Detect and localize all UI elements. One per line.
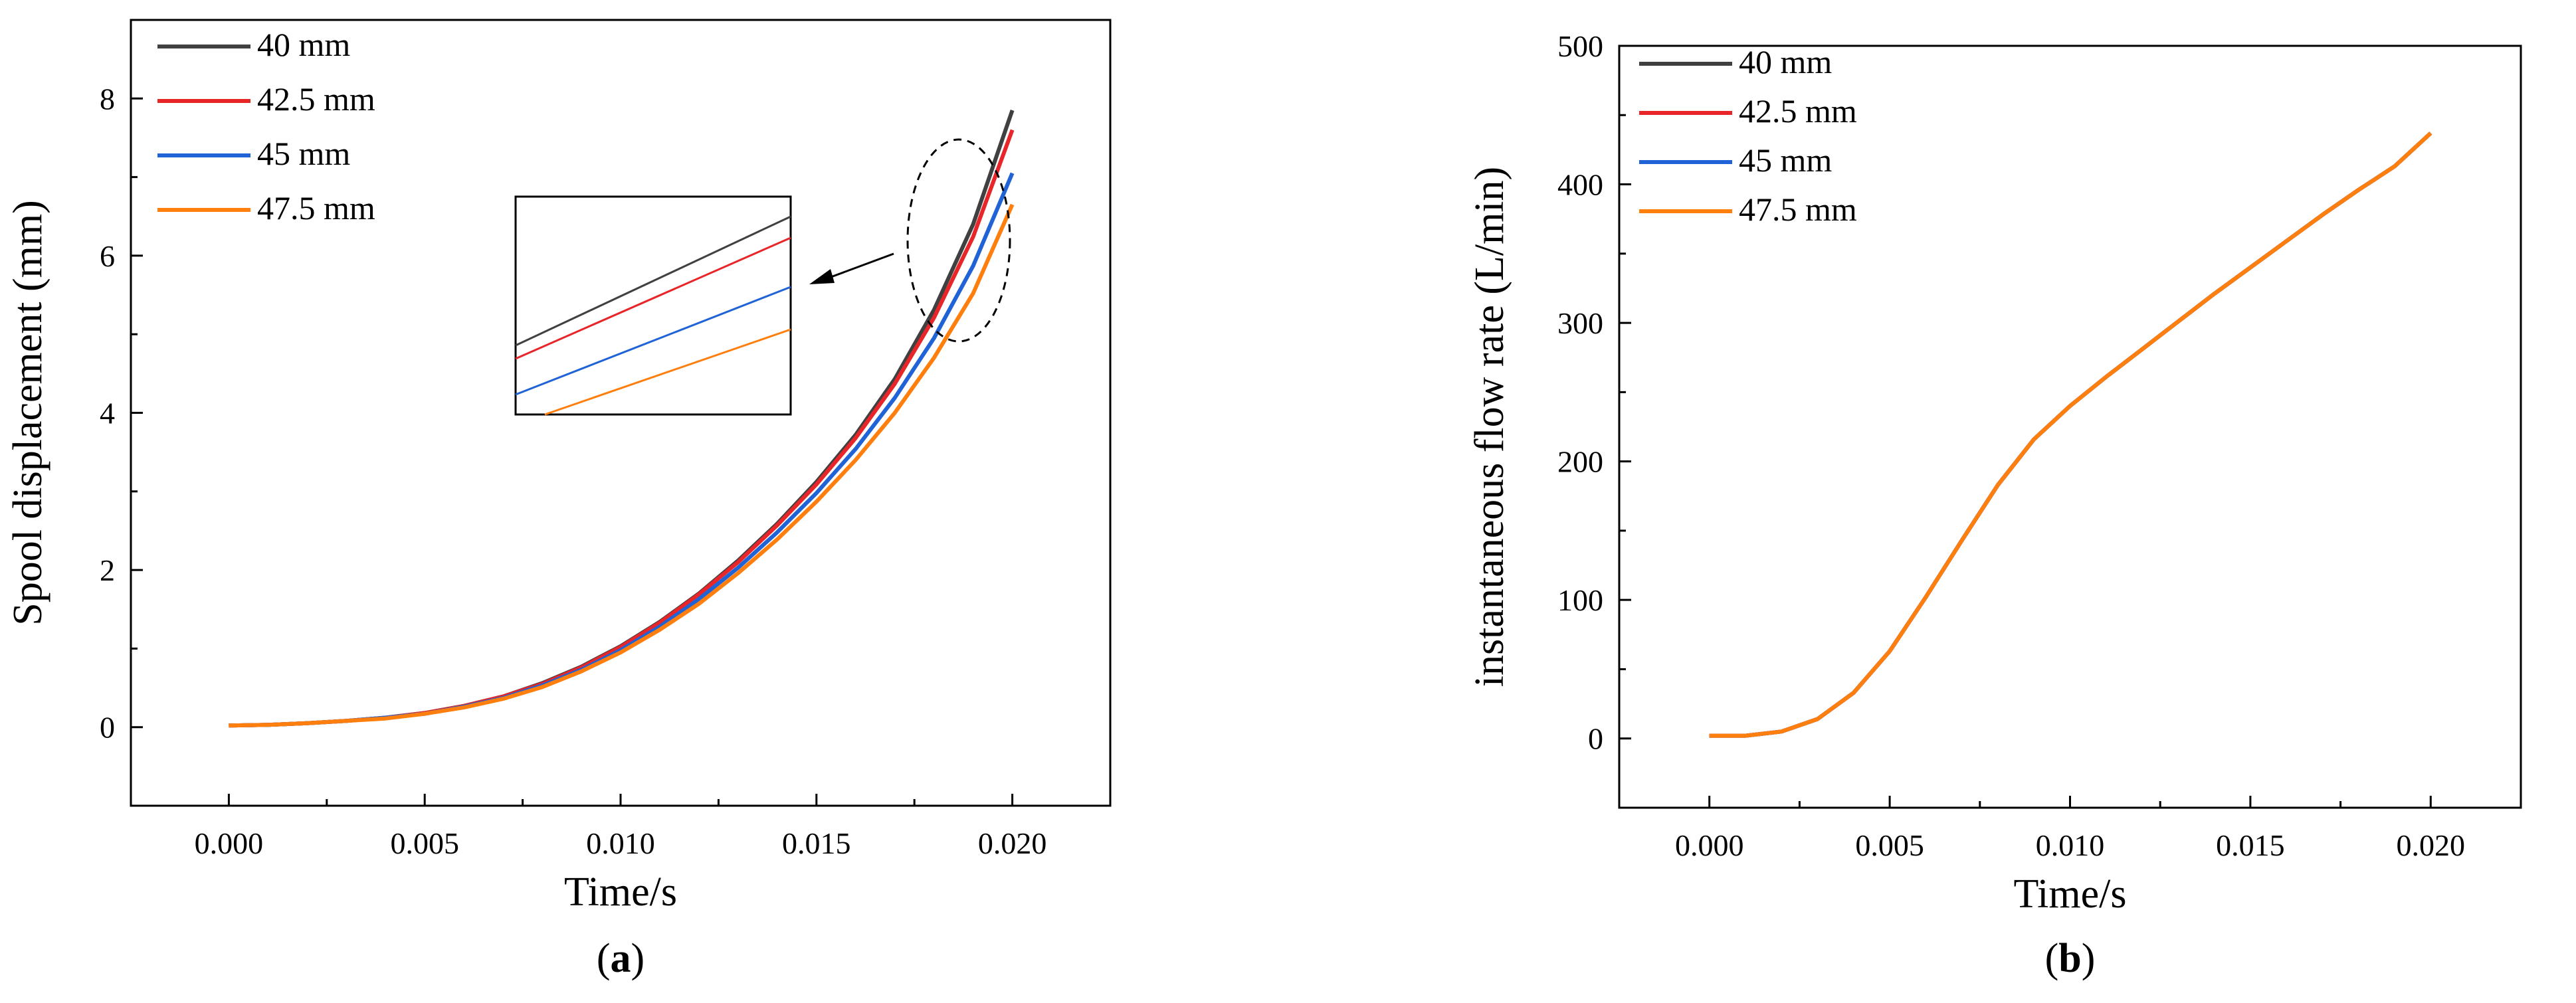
y-axis-label: Spool displacement (mm) bbox=[5, 200, 50, 626]
y-tick-label: 400 bbox=[1557, 168, 1603, 202]
x-axis-label: Time/s bbox=[564, 869, 677, 915]
x-tick-label: 0.005 bbox=[390, 826, 459, 860]
y-tick-label: 4 bbox=[100, 397, 115, 430]
x-axis-label: Time/s bbox=[2013, 871, 2126, 917]
y-tick-label: 2 bbox=[100, 553, 115, 587]
chart-panel-a: 0.000 0.005 0.010 0.015 0.020 0 2 4 6 8 Time/s Spoo… bbox=[5, 19, 1112, 981]
x-tick-label: 0.010 bbox=[2036, 828, 2105, 862]
y-tick-label: 200 bbox=[1557, 445, 1603, 479]
arrow-head bbox=[809, 269, 835, 284]
x-tick-label: 0.015 bbox=[782, 826, 851, 860]
x-tick-label: 0.020 bbox=[978, 826, 1047, 860]
inset-series-line bbox=[544, 328, 791, 416]
legend-label: 45 mm bbox=[257, 135, 350, 172]
x-tick-label: 0.000 bbox=[1675, 828, 1744, 862]
y-tick-label: 6 bbox=[100, 239, 115, 273]
series-line bbox=[1709, 132, 2432, 738]
legend-label: 40 mm bbox=[257, 26, 350, 63]
y-tick-label: 300 bbox=[1557, 306, 1603, 340]
highlight-ellipse bbox=[906, 138, 1011, 343]
inset-series-line bbox=[515, 286, 791, 396]
legend-label: 47.5 mm bbox=[257, 189, 375, 227]
inset-frame bbox=[514, 195, 792, 416]
x-tick-label: 0.015 bbox=[2216, 828, 2285, 862]
y-tick-label: 100 bbox=[1557, 583, 1603, 617]
x-tick-label: 0.005 bbox=[1855, 828, 1924, 862]
y-tick-label: 0 bbox=[100, 711, 115, 745]
arrow-shaft bbox=[829, 252, 894, 279]
x-tick-label: 0.000 bbox=[195, 826, 264, 860]
legend-label: 45 mm bbox=[1739, 141, 1832, 179]
panel-caption: (b) bbox=[2045, 936, 2096, 981]
chart-panel-b: 0.000 0.005 0.010 0.015 0.020 0 100 200 300 400 50… bbox=[1467, 29, 2522, 981]
y-axis-label: instantaneous flow rate (L/min) bbox=[1467, 167, 1512, 687]
x-tick-label: 0.020 bbox=[2397, 828, 2466, 862]
legend-label: 42.5 mm bbox=[257, 80, 375, 118]
x-tick-label: 0.010 bbox=[586, 826, 655, 860]
y-tick-label: 8 bbox=[100, 82, 115, 116]
series-line bbox=[229, 203, 1015, 728]
panel-caption: (a) bbox=[597, 936, 644, 981]
legend-label: 40 mm bbox=[1739, 43, 1832, 80]
inset-series-line bbox=[515, 236, 791, 360]
y-tick-label: 500 bbox=[1557, 29, 1603, 63]
y-tick-label: 0 bbox=[1588, 722, 1603, 756]
inset-series-line bbox=[515, 215, 791, 347]
legend-label: 47.5 mm bbox=[1739, 191, 1857, 228]
legend-label: 42.5 mm bbox=[1739, 92, 1857, 130]
